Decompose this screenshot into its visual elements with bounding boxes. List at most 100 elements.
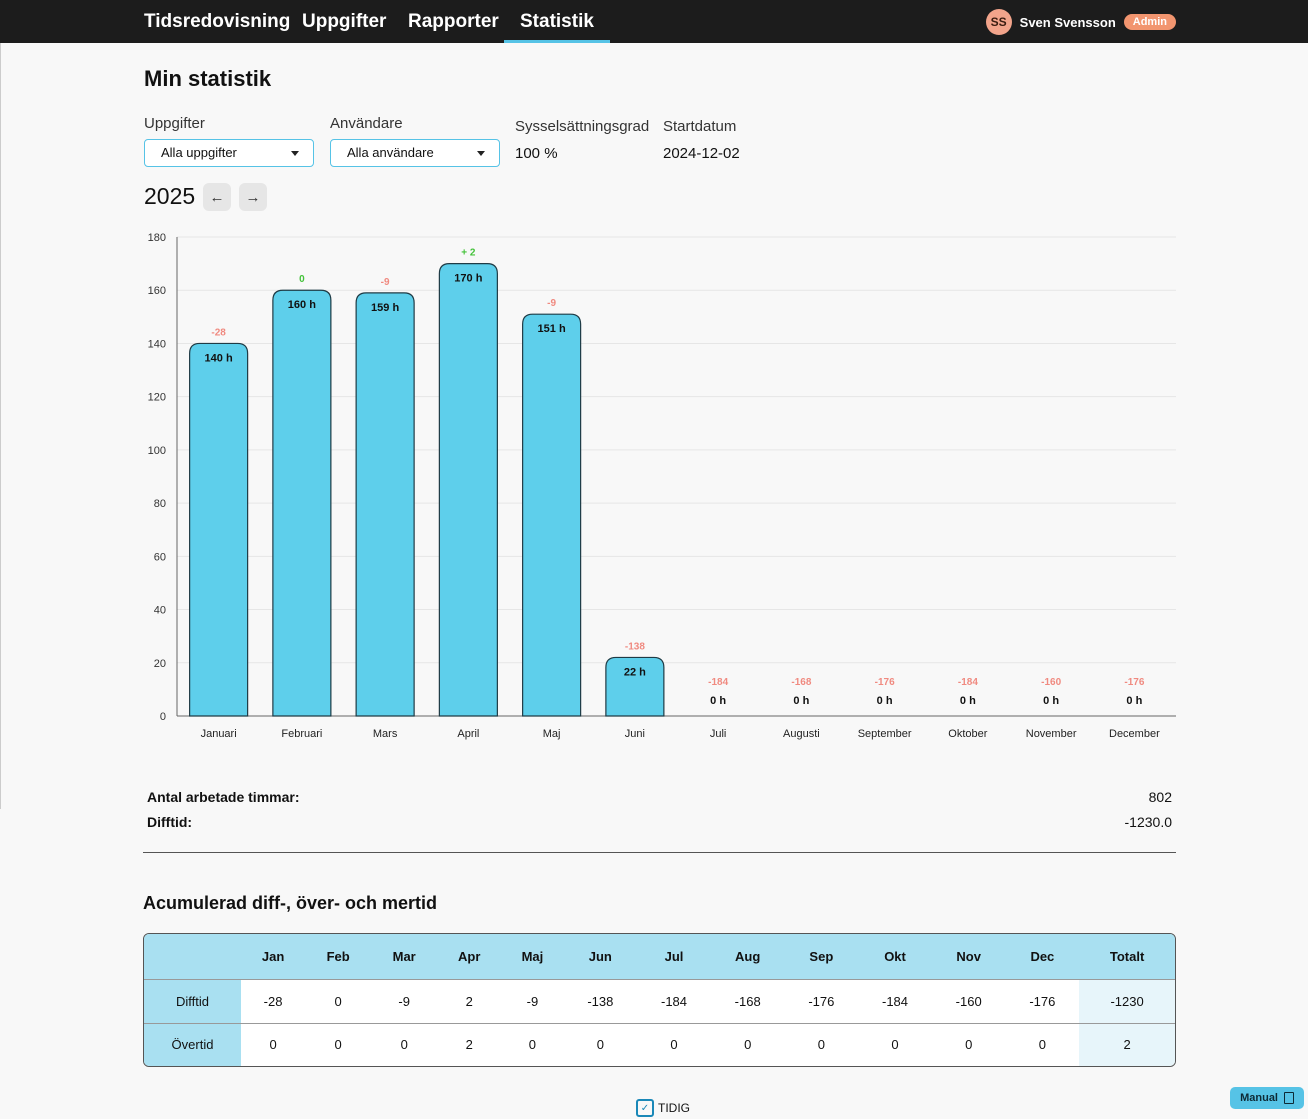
table-column-header: Totalt [1079, 934, 1175, 980]
bar-diff-label: -184 [958, 677, 978, 688]
table-cell: -9 [501, 979, 564, 1024]
table-cell: 0 [305, 1022, 372, 1066]
bar-value-label: 0 h [960, 695, 976, 707]
x-tick-label: Januari [201, 728, 237, 740]
table-cell: 0 [305, 979, 372, 1024]
table-cell: -176 [1005, 979, 1080, 1024]
divider [0, 43, 1, 809]
table-column-header: Aug [710, 934, 785, 980]
table-cell: 0 [858, 1022, 932, 1066]
next-year-button[interactable]: → [239, 183, 267, 211]
users-select-value: Alla användare [347, 145, 434, 160]
bar-value-label: 22 h [624, 666, 646, 678]
book-icon [1284, 1092, 1294, 1104]
bar [189, 342, 249, 717]
tab-statistik[interactable]: Statistik [504, 0, 610, 43]
table-column-header: Jul [637, 934, 711, 980]
bar-value-label: 0 h [793, 695, 809, 707]
table-total-cell: 2 [1079, 1022, 1175, 1066]
bar-diff-label: -184 [708, 677, 728, 688]
diff-time-label: Difftid: [147, 814, 193, 830]
bar-diff-label: -168 [791, 677, 811, 688]
x-tick-label: Maj [543, 728, 561, 740]
table-row: Difftid -28 0 -9 2 -9 -138 -184 -168 -176 -184 -160… [144, 979, 1175, 1024]
table-row-label: Övertid [144, 1022, 241, 1066]
table-column-header: Jun [563, 934, 638, 980]
worked-hours-value: 802 [1148, 789, 1172, 805]
y-tick-label: 20 [154, 658, 166, 670]
employment-label: Sysselsättningsgrad [515, 118, 650, 135]
accumulated-table: Jan Feb Mar Apr Maj Jun Jul Aug Sep Okt Nov Dec Tota… [143, 933, 1176, 1067]
y-tick-label: 140 [148, 338, 166, 350]
y-tick-label: 80 [154, 498, 166, 510]
x-tick-label: Juli [710, 728, 727, 740]
table-cell: 0 [931, 1022, 1006, 1066]
tab-rapporter[interactable]: Rapporter [408, 11, 499, 32]
table-column-header: Feb [305, 934, 372, 980]
section-title: Acumulerad diff-, över- och mertid [143, 893, 438, 913]
table-column-header: Maj [501, 934, 564, 980]
table-cell: 0 [637, 1022, 711, 1066]
manual-label: Manual [1240, 1092, 1278, 1104]
user-menu[interactable]: SS Sven Svensson Admin [985, 9, 1176, 35]
table-column-header: Jan [241, 934, 306, 980]
x-tick-label: Februari [281, 728, 322, 740]
bar-diff-label: 0 [299, 274, 305, 285]
previous-year-button[interactable]: ← [203, 183, 231, 211]
users-select[interactable]: Alla användare [330, 139, 500, 167]
y-tick-label: 0 [160, 711, 166, 723]
bar-value-label: 0 h [877, 695, 893, 707]
footer-brand: ✓ TIDIG [636, 1099, 690, 1117]
avatar[interactable]: SS [985, 9, 1012, 35]
table-cell: 2 [437, 979, 502, 1024]
bar-diff-label: -160 [1041, 677, 1061, 688]
chevron-down-icon [291, 151, 299, 156]
bar-value-label: 0 h [1043, 695, 1059, 707]
tasks-filter-label: Uppgifter [144, 115, 205, 132]
table-cell: 0 [784, 1022, 859, 1066]
tasks-select[interactable]: Alla uppgifter [144, 139, 314, 167]
bar-diff-label: -176 [875, 677, 895, 688]
arrow-right-icon: → [245, 188, 261, 206]
x-tick-label: Mars [373, 728, 398, 740]
table-cell: 0 [563, 1022, 638, 1066]
y-tick-label: 120 [148, 392, 166, 404]
table-cell: -176 [784, 979, 859, 1024]
table-cell: -184 [637, 979, 711, 1024]
table-cell: -138 [563, 979, 638, 1024]
bar-diff-label: -138 [625, 641, 645, 652]
table-cell: 0 [1005, 1022, 1080, 1066]
table-cell: -9 [371, 979, 438, 1024]
bar [522, 313, 582, 717]
y-tick-label: 160 [148, 285, 166, 297]
x-tick-label: November [1026, 728, 1077, 740]
y-tick-label: 40 [154, 605, 166, 617]
bar-diff-label: -9 [547, 298, 556, 309]
bar-value-label: 151 h [538, 323, 566, 335]
tab-uppgifter[interactable]: Uppgifter [302, 11, 387, 32]
table-corner-header [144, 934, 241, 980]
tasks-select-value: Alla uppgifter [161, 145, 237, 160]
check-icon: ✓ [636, 1099, 654, 1117]
employment-value: 100 % [515, 145, 558, 162]
worked-hours-label: Antal arbetade timmar: [147, 789, 300, 805]
bar-diff-label: + 2 [461, 248, 476, 259]
table-cell: 0 [710, 1022, 785, 1066]
monthly-hours-chart: 0 20 40 60 80 100 120 140 160 180 140 h -28 Januari 1… [148, 232, 1176, 740]
bar [438, 263, 498, 717]
users-filter-label: Användare [330, 115, 403, 132]
manual-button[interactable]: Manual [1230, 1087, 1304, 1109]
table-cell: -28 [241, 979, 306, 1024]
brand-name: TIDIG [658, 1101, 690, 1115]
chevron-down-icon [477, 151, 485, 156]
table-row-label: Difftid [144, 979, 241, 1024]
start-date-value: 2024-12-02 [663, 145, 740, 162]
bar-value-label: 159 h [371, 302, 399, 314]
page-title: Min statistik [144, 66, 272, 91]
top-navigation: Tidsredovisning Uppgifter Rapporter Stat… [0, 0, 1308, 43]
tab-tidsredovisning[interactable]: Tidsredovisning [144, 11, 291, 32]
divider [143, 852, 1176, 853]
bar-value-label: 170 h [454, 273, 482, 285]
y-tick-label: 100 [148, 445, 166, 457]
x-tick-label: Oktober [948, 728, 987, 740]
